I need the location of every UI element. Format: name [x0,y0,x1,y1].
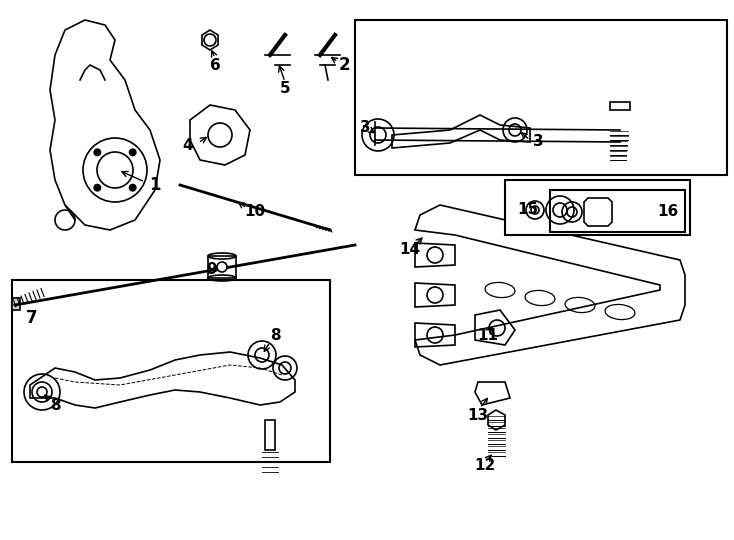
Text: 13: 13 [468,408,489,422]
Text: 1: 1 [149,176,161,194]
Text: 7: 7 [26,309,38,327]
Text: 8: 8 [269,327,280,342]
Circle shape [217,262,227,272]
Text: 5: 5 [280,80,291,96]
Bar [610,102,630,110]
Text: 10: 10 [244,205,266,219]
Text: 14: 14 [399,242,421,258]
Text: 3: 3 [533,134,543,150]
Text: 6: 6 [210,57,220,72]
Bar [550,190,685,232]
Circle shape [93,184,101,192]
Text: 16: 16 [658,205,679,219]
Circle shape [128,148,137,156]
Text: 15: 15 [517,202,539,218]
Text: 12: 12 [474,457,495,472]
Bar [208,256,236,278]
Bar [12,280,330,462]
Bar [265,420,275,450]
Text: 9: 9 [207,262,217,278]
Circle shape [128,184,137,192]
Text: 11: 11 [478,327,498,342]
Bar [12,298,20,310]
Bar [355,20,727,175]
Text: 3: 3 [360,120,371,136]
Bar [505,180,690,235]
Text: 8: 8 [50,397,60,413]
Circle shape [93,148,101,156]
Text: 4: 4 [183,138,193,152]
Text: 2: 2 [338,56,350,74]
